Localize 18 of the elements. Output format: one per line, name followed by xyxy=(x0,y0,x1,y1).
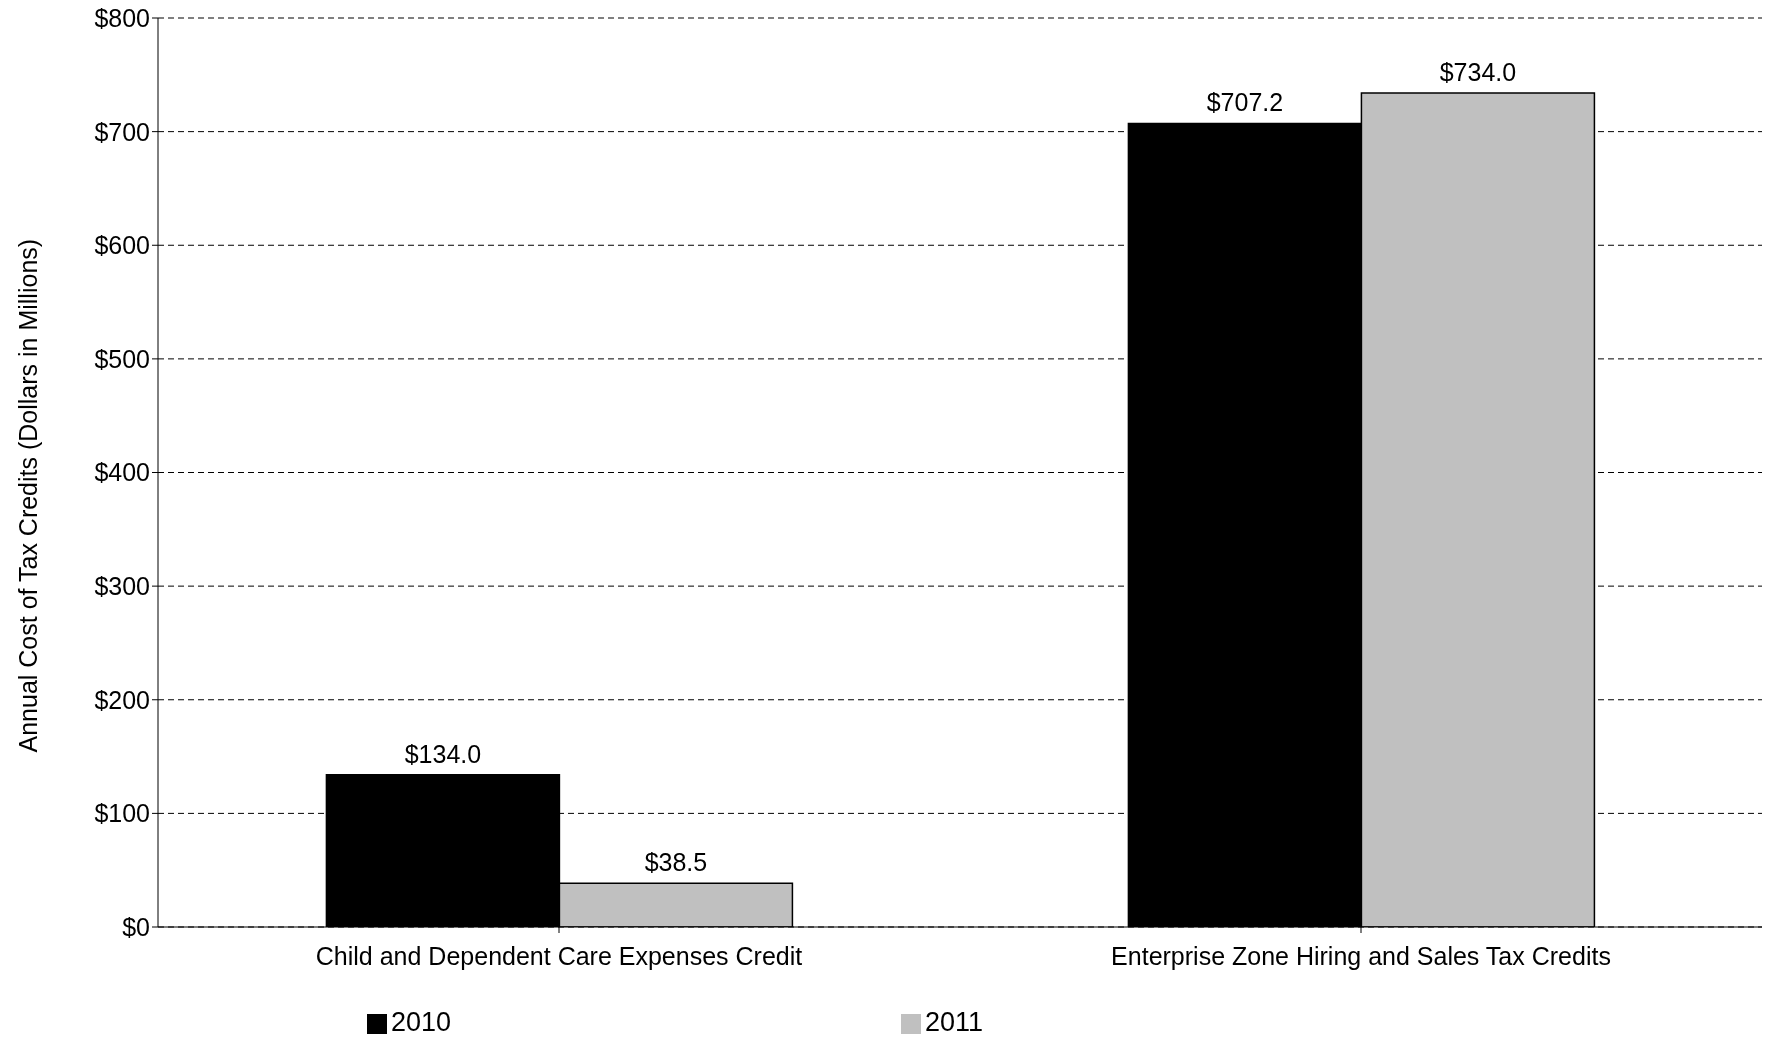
y-tick-label: $0 xyxy=(122,912,150,941)
y-tick-label: $400 xyxy=(94,458,150,487)
y-tick-label: $200 xyxy=(94,685,150,714)
x-tick-label: Child and Dependent Care Expenses Credit xyxy=(315,941,803,970)
y-tick-label: $600 xyxy=(94,231,150,260)
y-tick-label: $800 xyxy=(94,3,150,32)
y-tick-label: $300 xyxy=(94,572,150,600)
x-tick-label: Enterprise Zone Hiring and Sales Tax Credits xyxy=(1111,941,1611,970)
y-axis-title: Annual Cost of Tax Credits (Dollars in Millions) xyxy=(13,238,42,753)
legend-label: 2011 xyxy=(925,1007,984,1037)
y-tick-label: $700 xyxy=(94,117,150,146)
y-tick-label: $100 xyxy=(94,799,150,828)
data-label: $38.5 xyxy=(644,848,708,877)
legend-label: 2010 xyxy=(390,1007,451,1037)
data-label: $707.2 xyxy=(1206,88,1284,117)
data-label: $734.0 xyxy=(1439,57,1517,86)
y-tick-label: $500 xyxy=(94,344,150,373)
data-label: $134.0 xyxy=(404,739,482,768)
